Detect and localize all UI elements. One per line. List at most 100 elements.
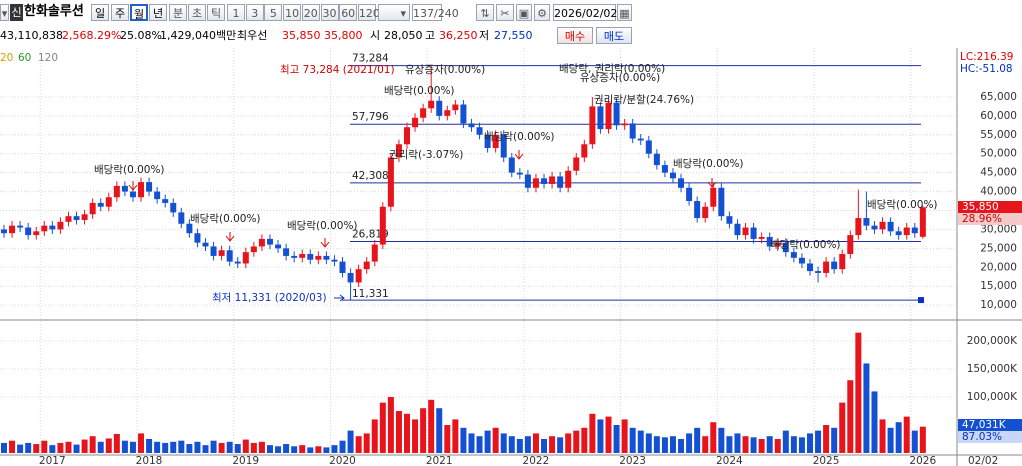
candle-body [734,223,741,236]
count: 137/240 [412,4,459,21]
candle-body [97,202,104,207]
candle-body [226,250,233,262]
volume-bar [911,430,918,453]
hc-label: HC:-51.08 [960,63,1013,75]
period-button[interactable]: 일 [91,4,109,21]
volume-bar [420,408,427,453]
period-button[interactable]: 월 [130,4,148,21]
period-button[interactable]: 년 [149,4,167,21]
volume-bar [379,402,386,453]
period-button[interactable]: 틱 [207,4,225,21]
volume-change: 87.03% [962,431,1002,443]
menu[interactable]: ▾ [0,4,9,21]
last-volume-box [958,419,1022,431]
dropdown[interactable]: ▾ [378,4,410,21]
info-text: 36,250 [439,29,478,42]
sell-button[interactable]: 매도 [596,27,632,44]
candle-body [444,110,451,116]
info-text: 35,800 [324,29,363,42]
candle-body [516,172,523,175]
candle-body [395,144,402,158]
volume-bar [549,436,556,453]
badge: 신 [10,4,23,21]
interval-button[interactable]: 3 [245,4,264,21]
x-tick-label: 2023 [619,455,646,466]
volume-bar [129,441,136,453]
y-tick-label: 60,000 [980,110,1017,122]
volume-bar [347,430,354,453]
candle-body [629,123,636,139]
candle-body [573,157,580,171]
candle-body [234,261,241,264]
interval-button[interactable]: 5 [264,4,283,21]
candle-body [492,134,499,149]
interval-button[interactable]: 10 [283,4,302,21]
icon[interactable]: ▣ [516,4,532,21]
candle-body [718,187,725,217]
icon[interactable]: ⇅ [476,4,494,21]
candle-body [194,233,201,243]
candle-body [686,187,693,202]
candle-body [17,225,24,228]
volume-bar [661,437,668,453]
stock-name[interactable]: 한화솔루션 [24,4,84,19]
event-label: 배당락(0.00%) [484,131,555,143]
candle-body [661,165,668,173]
level-marker [918,297,924,304]
candle-body [815,271,822,273]
y-tick-label: 45,000 [980,167,1017,179]
candle-body [798,257,805,264]
volume-bar [436,408,443,453]
volume-bar [718,427,725,453]
interval-button[interactable]: 30 [320,4,339,21]
volume-bar [839,402,846,453]
volume-bar [871,391,878,453]
candle-body [758,236,765,239]
date-input[interactable]: 2026/02/02 [553,4,617,21]
candle-body [766,236,773,247]
x-tick-label: 2020 [329,455,356,466]
candle-body [129,191,136,198]
volume-bar [444,425,451,453]
period-button[interactable]: 초 [188,4,206,21]
volume-bar [460,427,467,453]
volume-bar [17,444,24,453]
period-button[interactable]: 주 [111,4,129,21]
volume-bar [702,436,709,453]
candle-body [541,178,548,184]
candle-body [524,174,531,188]
y-tick-label: 15,000 [980,280,1017,292]
volume-bar [605,416,612,453]
event-label: 유상증자(0.00%) [580,72,660,84]
volume-bar [65,441,72,453]
icon[interactable]: ✂ [496,4,514,21]
volume-bar [242,439,249,453]
volume-change-box [958,431,1022,443]
volume-bar [541,439,548,453]
event-arrow [225,232,235,242]
candle-body [186,223,193,234]
y-tick-label: 40,000 [980,186,1017,198]
calendar[interactable]: ▦ [617,4,632,21]
candle-body [532,178,539,188]
interval-button[interactable]: 1 [227,4,245,21]
period-button[interactable]: 분 [169,4,187,21]
candle-body [258,238,265,247]
volume-bar [194,441,201,453]
candle-body [653,153,660,166]
x-tick-label: 2017 [39,455,66,466]
interval-button[interactable]: 120 [357,4,380,21]
candle-body [89,202,96,215]
candle-body [202,242,209,247]
volume-bar [597,419,604,453]
volume-bar [734,433,741,453]
candle-body [871,225,878,230]
interval-button[interactable]: 20 [301,4,320,21]
candle-body [500,134,507,158]
event-arrow [320,238,330,248]
buy-button[interactable]: 매수 [557,27,593,44]
candle-body [138,182,145,198]
icon[interactable]: ⚙ [534,4,550,21]
interval-button[interactable]: 60 [339,4,358,21]
y-tick-label: 50,000 [980,148,1017,160]
